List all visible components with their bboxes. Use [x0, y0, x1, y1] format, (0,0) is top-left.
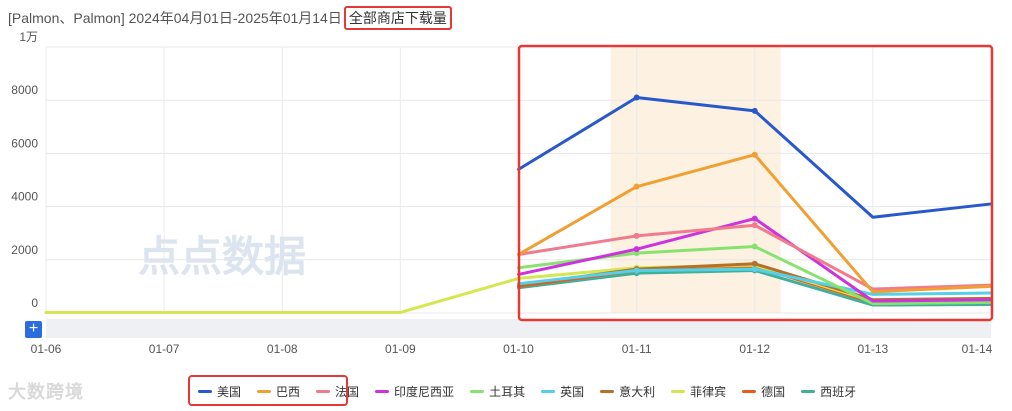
- legend-item[interactable]: 意大利: [600, 383, 655, 400]
- data-point[interactable]: [633, 267, 640, 274]
- data-point[interactable]: [633, 246, 640, 253]
- data-point[interactable]: [751, 215, 758, 222]
- y-tick-label: 2000: [11, 243, 38, 257]
- legend-swatch: [671, 389, 686, 393]
- x-tick-label: 01-12: [739, 342, 770, 356]
- legend-swatch: [470, 389, 485, 393]
- data-point[interactable]: [633, 232, 640, 239]
- zoom-slider-track[interactable]: [46, 319, 991, 338]
- x-tick-label: 01-08: [267, 342, 298, 356]
- legend-swatch: [541, 389, 556, 393]
- legend-label: 法国: [335, 384, 360, 399]
- period-highlight-box: [517, 44, 994, 322]
- legend-label: 土耳其: [489, 384, 526, 399]
- legend-label: 英国: [560, 384, 585, 399]
- y-tick-label: 6000: [11, 136, 38, 150]
- data-point[interactable]: [751, 151, 758, 158]
- y-tick-label: 1万: [19, 30, 38, 44]
- data-point[interactable]: [751, 266, 758, 273]
- chart-legend: 美国 巴西 法国 印度尼西亚 土耳其 英国 意大利 菲律宾 德国 西班牙: [198, 382, 872, 400]
- legend-swatch: [742, 389, 757, 393]
- legend-item[interactable]: 法国: [316, 383, 359, 400]
- x-tick-label: 01-10: [503, 342, 534, 356]
- data-point[interactable]: [751, 243, 758, 250]
- data-point[interactable]: [751, 107, 758, 114]
- legend-item[interactable]: 美国: [198, 383, 241, 400]
- x-tick-label: 01-09: [385, 342, 416, 356]
- legend-swatch: [600, 389, 615, 393]
- x-tick-label: 01-11: [622, 342, 652, 356]
- watermark-text: 点点数据: [138, 233, 306, 280]
- legend-item[interactable]: 菲律宾: [671, 383, 726, 400]
- legend-highlight-box: [188, 375, 348, 406]
- legend-item[interactable]: 英国: [541, 383, 584, 400]
- legend-swatch: [198, 389, 212, 393]
- y-tick-label: 0: [31, 296, 38, 310]
- legend-label: 菲律宾: [690, 384, 727, 399]
- y-tick-label: 8000: [11, 83, 38, 97]
- legend-item[interactable]: 德国: [742, 383, 785, 400]
- x-tick-label: 01-07: [149, 342, 180, 356]
- data-point[interactable]: [751, 260, 758, 267]
- x-tick-label: 01-14: [962, 342, 993, 356]
- y-tick-label: 4000: [11, 190, 38, 204]
- brand-logo: 大数跨境: [8, 382, 84, 402]
- legend-swatch: [375, 389, 390, 393]
- legend-label: 西班牙: [820, 384, 857, 399]
- legend-item[interactable]: 土耳其: [470, 383, 525, 400]
- download-filter-label[interactable]: 全部商店下载量: [343, 6, 452, 30]
- data-point[interactable]: [633, 183, 640, 190]
- zoom-in-button[interactable]: +: [25, 321, 42, 338]
- legend-label: 巴西: [276, 384, 301, 399]
- legend-item[interactable]: 巴西: [257, 383, 300, 400]
- legend-swatch: [801, 389, 816, 393]
- legend-item[interactable]: 西班牙: [801, 383, 856, 400]
- legend-label: 印度尼西亚: [394, 384, 455, 399]
- legend-swatch: [257, 389, 272, 393]
- legend-label: 德国: [761, 384, 786, 399]
- legend-item[interactable]: 印度尼西亚: [375, 383, 454, 400]
- legend-label: 意大利: [619, 384, 656, 399]
- data-point[interactable]: [751, 222, 758, 229]
- title-prefix: [Palmon、Palmon] 2024年04月01日-2025年01月14日: [8, 10, 342, 26]
- line-chart: 0 2000 4000 6000 8000 1万 01-06 01-07 01-08 01-09…: [11, 30, 994, 356]
- x-tick-label: 01-06: [31, 342, 62, 356]
- chart-title: [Palmon、Palmon] 2024年04月01日-2025年01月14日全…: [8, 6, 452, 30]
- legend-label: 美国: [217, 384, 242, 399]
- x-tick-label: 01-13: [858, 342, 889, 356]
- legend-swatch: [316, 389, 331, 393]
- data-point[interactable]: [633, 94, 640, 101]
